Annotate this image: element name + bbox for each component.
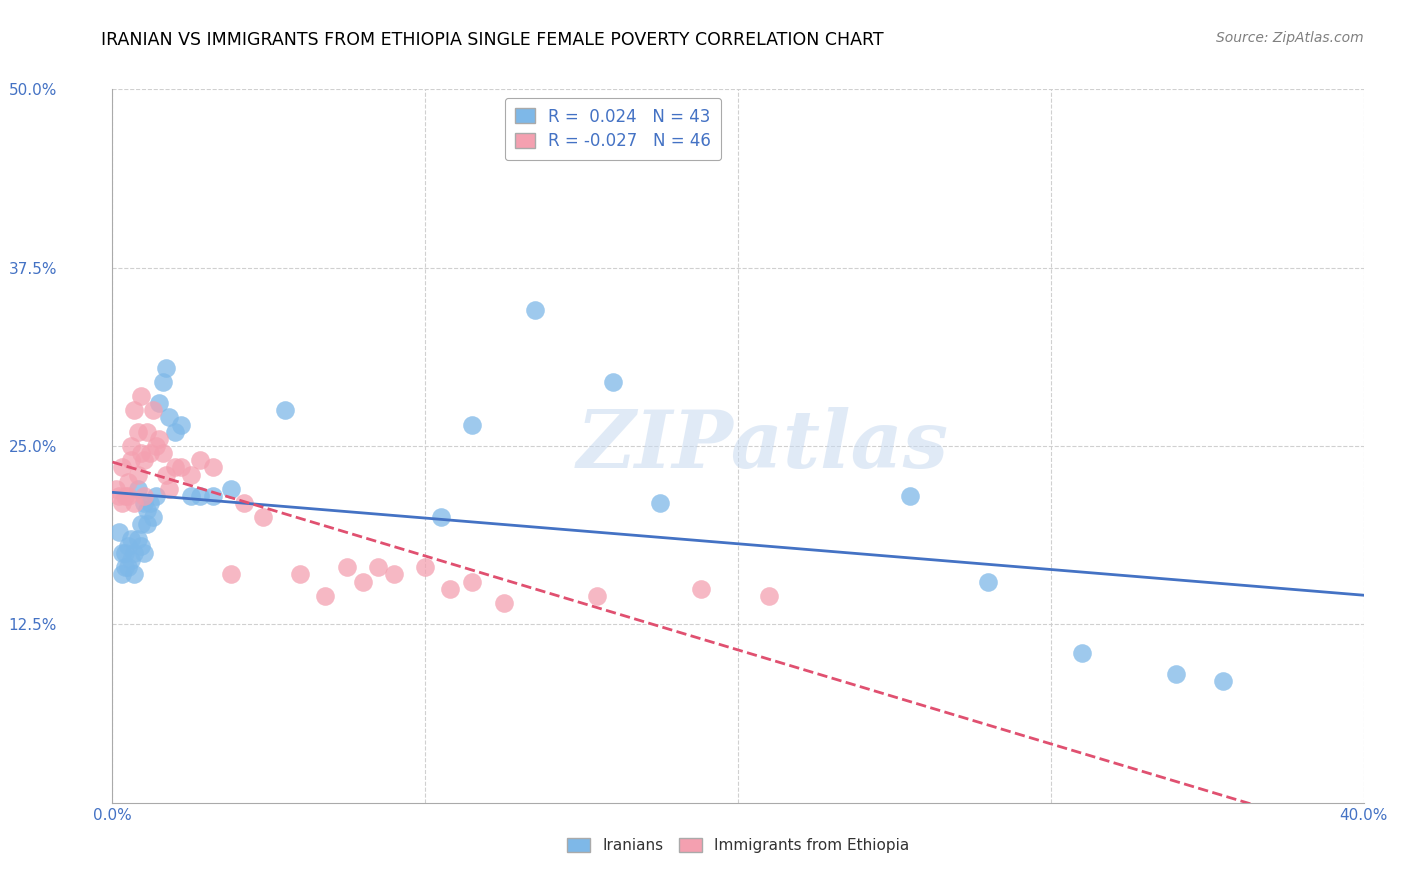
Point <box>124 496 146 510</box>
Point <box>689 582 711 596</box>
Point <box>129 446 152 460</box>
Point <box>188 453 211 467</box>
Point <box>461 417 484 432</box>
Point <box>155 467 177 482</box>
Point <box>124 546 146 560</box>
Point <box>117 539 139 553</box>
Point <box>180 467 202 482</box>
Point <box>127 425 149 439</box>
Point <box>273 403 295 417</box>
Point <box>107 524 129 539</box>
Point <box>758 589 780 603</box>
Point <box>170 460 193 475</box>
Point <box>120 453 142 467</box>
Point <box>188 489 211 503</box>
Point <box>104 482 127 496</box>
Point <box>132 546 155 560</box>
Point <box>314 589 336 603</box>
Text: ZIPatlas: ZIPatlas <box>576 408 949 484</box>
Point <box>180 489 202 503</box>
Point <box>129 539 152 553</box>
Point <box>135 503 157 517</box>
Point <box>1071 646 1094 660</box>
Point <box>439 582 461 596</box>
Point <box>157 410 180 425</box>
Point <box>382 567 405 582</box>
Point <box>1212 674 1234 689</box>
Point <box>155 360 177 375</box>
Point <box>129 517 152 532</box>
Point <box>139 446 162 460</box>
Point <box>124 403 146 417</box>
Point <box>135 425 157 439</box>
Point <box>120 532 142 546</box>
Point <box>132 453 155 467</box>
Point <box>129 389 152 403</box>
Point <box>523 303 546 318</box>
Point <box>145 439 167 453</box>
Point <box>352 574 374 589</box>
Point <box>201 489 224 503</box>
Text: IRANIAN VS IMMIGRANTS FROM ETHIOPIA SINGLE FEMALE POVERTY CORRELATION CHART: IRANIAN VS IMMIGRANTS FROM ETHIOPIA SING… <box>101 31 884 49</box>
Point <box>430 510 453 524</box>
Point <box>157 482 180 496</box>
Point <box>152 446 174 460</box>
Point <box>898 489 921 503</box>
Point <box>120 553 142 567</box>
Point <box>336 560 359 574</box>
Point <box>117 489 139 503</box>
Point <box>127 482 149 496</box>
Point <box>117 475 139 489</box>
Point <box>111 567 134 582</box>
Point <box>124 567 146 582</box>
Point <box>117 560 139 574</box>
Point <box>139 496 162 510</box>
Point <box>111 460 134 475</box>
Point <box>114 489 136 503</box>
Point <box>120 439 142 453</box>
Point <box>127 467 149 482</box>
Point <box>152 375 174 389</box>
Point <box>648 496 671 510</box>
Point <box>127 532 149 546</box>
Point <box>415 560 437 574</box>
Text: Source: ZipAtlas.com: Source: ZipAtlas.com <box>1216 31 1364 45</box>
Point <box>290 567 312 582</box>
Point <box>132 496 155 510</box>
Point <box>201 460 224 475</box>
Point <box>170 417 193 432</box>
Point <box>145 489 167 503</box>
Point <box>114 560 136 574</box>
Point <box>602 375 624 389</box>
Point <box>142 510 165 524</box>
Point <box>148 432 170 446</box>
Point <box>367 560 389 574</box>
Point <box>111 546 134 560</box>
Point <box>163 425 186 439</box>
Point <box>1166 667 1188 681</box>
Point <box>977 574 1000 589</box>
Point <box>221 567 243 582</box>
Point <box>114 546 136 560</box>
Legend: Iranians, Immigrants from Ethiopia: Iranians, Immigrants from Ethiopia <box>561 832 915 859</box>
Point <box>492 596 515 610</box>
Point <box>148 396 170 410</box>
Point <box>221 482 243 496</box>
Point <box>461 574 484 589</box>
Point <box>107 489 129 503</box>
Point <box>232 496 254 510</box>
Point <box>163 460 186 475</box>
Point <box>111 496 134 510</box>
Point <box>252 510 274 524</box>
Point <box>135 517 157 532</box>
Point <box>142 403 165 417</box>
Point <box>132 489 155 503</box>
Point <box>586 589 609 603</box>
